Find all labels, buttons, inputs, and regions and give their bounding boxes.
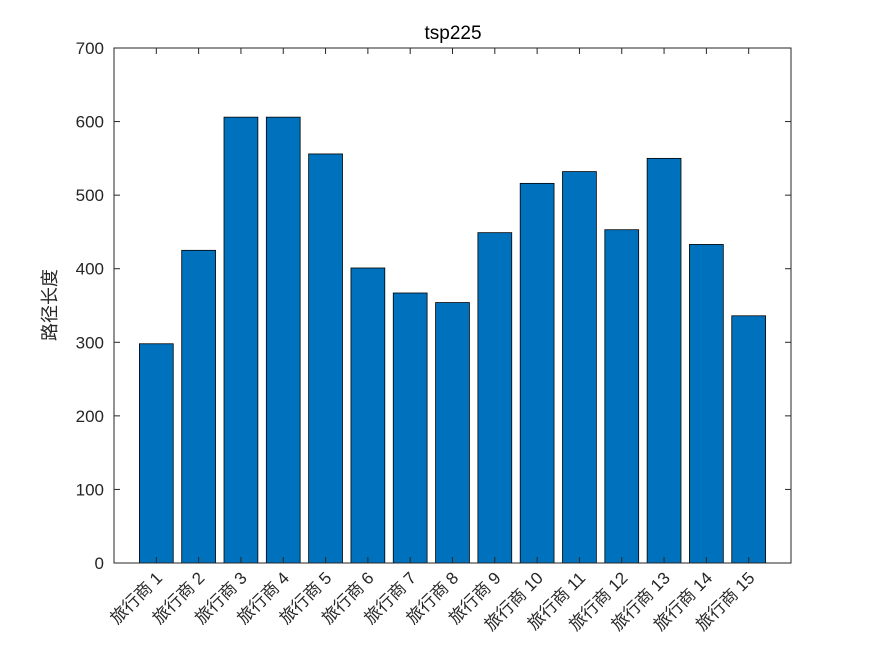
bar-2: [181, 249, 216, 564]
bar-7: [392, 292, 428, 564]
y-tick-label-700: 700: [76, 39, 104, 58]
bar-15: [731, 315, 767, 564]
bar-11: [562, 171, 597, 564]
bar-5: [308, 153, 343, 564]
chart-title: tsp225: [424, 23, 481, 44]
y-tick-label-200: 200: [76, 407, 104, 426]
y-tick-label-500: 500: [76, 186, 104, 205]
y-tick-label-400: 400: [76, 260, 104, 279]
bar-9: [477, 232, 513, 564]
bar-14: [689, 244, 724, 564]
y-tick-label-600: 600: [76, 113, 104, 132]
bar-3: [223, 116, 259, 564]
y-tick-label-300: 300: [76, 333, 104, 352]
plot-frame: [113, 47, 792, 564]
bar-1: [138, 343, 174, 564]
bar-4: [265, 116, 301, 564]
y-tick-label-100: 100: [76, 480, 104, 499]
bar-10: [519, 182, 555, 564]
y-axis-label: 路径长度: [40, 269, 61, 341]
bar-13: [646, 157, 682, 564]
bars: [138, 116, 767, 564]
bar-8: [435, 302, 470, 564]
y-tick-label-0: 0: [95, 554, 104, 573]
bar-6: [350, 267, 386, 564]
bar-12: [604, 229, 640, 564]
